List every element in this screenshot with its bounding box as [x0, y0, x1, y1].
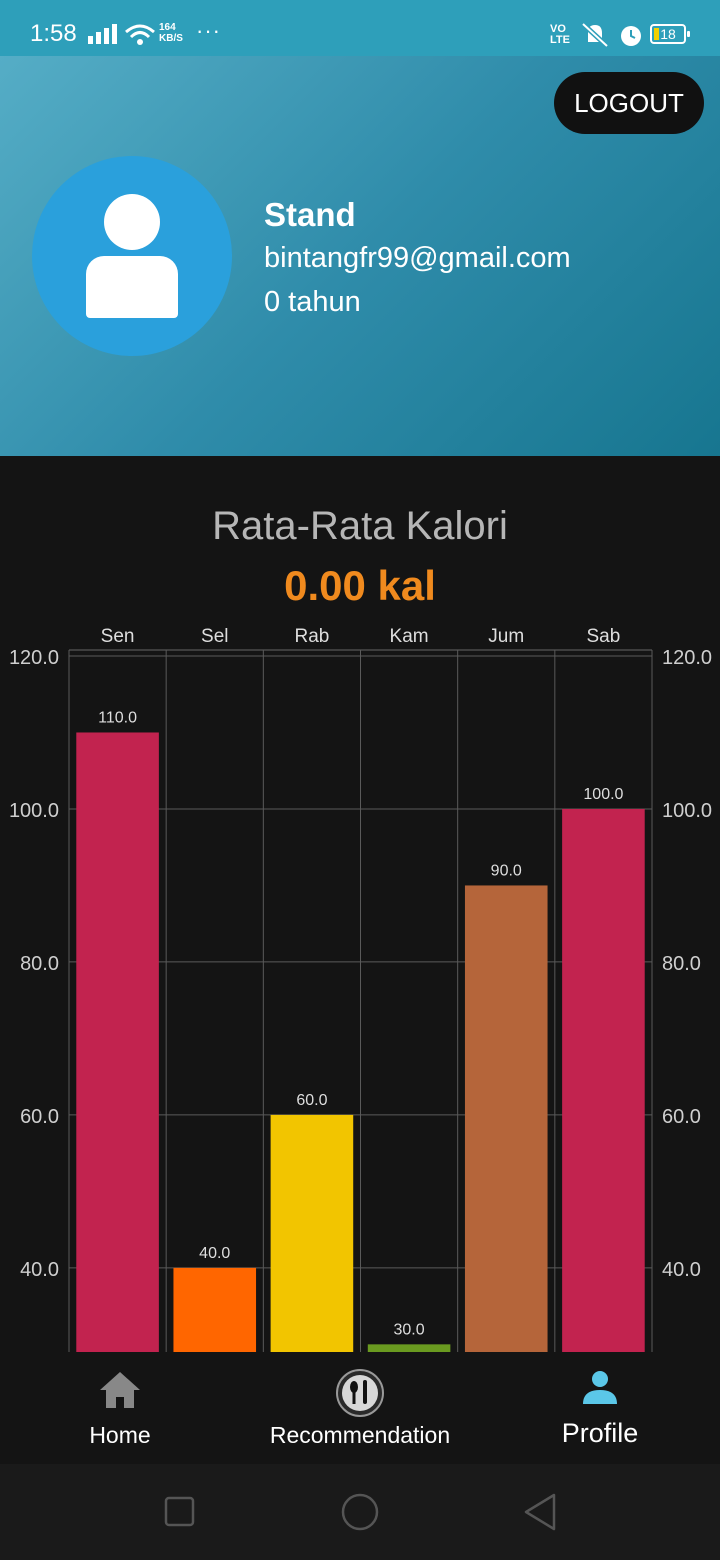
- avatar: [32, 156, 232, 356]
- bar-value-label: 30.0: [394, 1321, 425, 1338]
- y-tick-right: 40.0: [662, 1259, 701, 1281]
- y-tick-right: 80.0: [662, 953, 701, 975]
- bar-kam: [367, 1344, 451, 1352]
- alarm-icon: [621, 26, 641, 46]
- nav-profile[interactable]: Profile: [480, 1352, 720, 1464]
- bar-value-label: 60.0: [296, 1092, 327, 1109]
- x-category-label: Sel: [201, 626, 228, 647]
- clock: 1:58: [30, 20, 77, 47]
- x-category-label: Sen: [101, 626, 135, 647]
- y-tick-left: 60.0: [20, 1106, 59, 1128]
- signal-icon: [88, 24, 117, 44]
- nav-home[interactable]: Home: [0, 1352, 240, 1464]
- volte-indicator: VO LTE: [550, 23, 570, 46]
- home-icon: [100, 1372, 140, 1408]
- user-email: bintangfr99@gmail.com: [264, 242, 571, 274]
- y-tick-left: 120.0: [9, 647, 59, 669]
- average-calorie-value: 0.00 kal: [284, 562, 436, 609]
- chart-title: Rata-Rata Kalori: [212, 504, 508, 548]
- y-tick-left: 100.0: [9, 800, 59, 822]
- bar-value-label: 40.0: [199, 1245, 230, 1262]
- calorie-bar-chart: 40.0 40.0 60.0 60.0 80.0 80.0 100.0 100.0 120.0 1…: [9, 626, 712, 1352]
- bar-value-label: 90.0: [491, 862, 522, 879]
- x-category-label: Sab: [587, 626, 621, 647]
- bottom-navigation: Home Recommendation Profile: [0, 1352, 720, 1464]
- system-navigation-bar: [0, 1464, 720, 1560]
- y-tick-left: 40.0: [20, 1259, 59, 1281]
- user-age: 0 tahun: [264, 286, 361, 318]
- bar-sel: [173, 1267, 257, 1352]
- food-icon: [336, 1369, 384, 1417]
- bar-sab: [562, 808, 645, 1352]
- y-tick-right: 120.0: [662, 647, 712, 669]
- network-speed: 164 KB/S: [159, 22, 183, 44]
- nav-home-label: Home: [89, 1422, 151, 1448]
- home-circle-icon[interactable]: [340, 1492, 380, 1532]
- logout-button[interactable]: LOGOUT: [554, 72, 704, 134]
- avatar-body-icon: [86, 256, 178, 318]
- bar-value-label: 100.0: [583, 786, 623, 803]
- person-icon: [583, 1371, 617, 1404]
- back-icon[interactable]: [522, 1492, 558, 1532]
- nav-recommendation-label: Recommendation: [269, 1422, 451, 1448]
- x-category-label: Jum: [488, 626, 524, 647]
- status-bar: 1:58 164 KB/S ··· VO LTE 18: [0, 0, 720, 56]
- nav-profile-label: Profile: [561, 1418, 639, 1448]
- x-category-label: Kam: [390, 626, 429, 647]
- y-tick-left: 80.0: [20, 953, 59, 975]
- nav-recommendation[interactable]: Recommendation: [240, 1352, 480, 1464]
- y-tick-right: 60.0: [662, 1106, 701, 1128]
- wifi-icon: [125, 24, 155, 45]
- bar-sen: [76, 732, 159, 1352]
- bar-rab: [270, 1114, 354, 1352]
- y-tick-right: 100.0: [662, 800, 712, 822]
- user-name: Stand: [264, 196, 356, 233]
- mute-icon: [581, 22, 609, 48]
- recent-apps-icon[interactable]: [164, 1496, 196, 1528]
- profile-header: LOGOUT Stand bintangfr99@gmail.com 0 tah…: [0, 56, 720, 456]
- bar-jum: [464, 885, 548, 1352]
- bar-value-label: 110.0: [98, 709, 137, 726]
- x-category-label: Rab: [294, 626, 329, 647]
- battery-icon: 18: [650, 24, 690, 44]
- more-notifications-icon: ···: [196, 18, 221, 43]
- avatar-head-icon: [104, 194, 160, 250]
